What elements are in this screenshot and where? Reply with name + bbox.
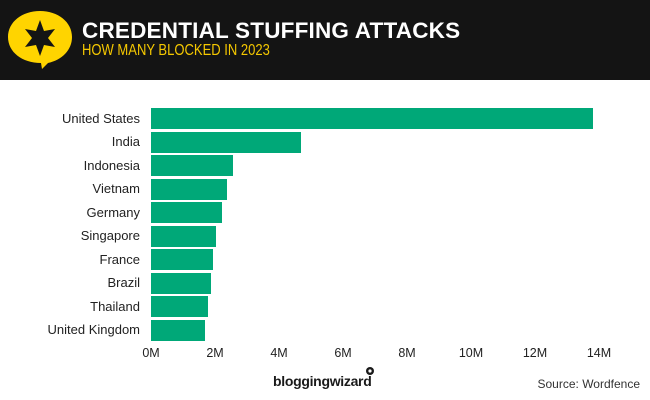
bar [151, 178, 228, 200]
category-label: Thailand [90, 298, 140, 314]
bar [151, 319, 206, 341]
brand-logo: bloggingwizard [273, 373, 372, 389]
x-tick-label: 14M [586, 346, 612, 360]
chart-subtitle: HOW MANY BLOCKED IN 2023 [82, 42, 270, 59]
category-label: France [99, 251, 140, 267]
x-tick-label: 12M [522, 346, 548, 360]
category-label: United Kingdom [47, 322, 141, 337]
bar [151, 225, 216, 247]
header: CREDENTIAL STUFFING ATTACKS HOW MANY BLO… [0, 0, 650, 80]
bar [151, 108, 593, 129]
category-label: Brazil [107, 275, 140, 290]
star-speech-bubble-icon [8, 11, 72, 69]
bar [151, 131, 302, 153]
bar [151, 155, 234, 176]
x-tick-label: 0M [142, 346, 160, 360]
chart-title: CREDENTIAL STUFFING ATTACKS [82, 18, 461, 43]
category-label: Singapore [80, 228, 140, 243]
x-tick-label: 8M [398, 346, 416, 360]
x-tick-label: 2M [206, 346, 224, 360]
bar [151, 272, 212, 294]
brand-star-icon [366, 367, 374, 375]
bar [151, 296, 208, 317]
x-tick-label: 4M [270, 346, 288, 360]
bar [151, 249, 214, 270]
category-label: Vietnam [92, 181, 140, 196]
bar [151, 202, 223, 223]
category-label: Indonesia [83, 157, 140, 173]
x-tick-label: 10M [458, 346, 484, 360]
category-label: Germany [86, 204, 140, 220]
source-note: Source: Wordfence [537, 377, 641, 391]
category-label: United States [61, 110, 140, 126]
category-label: India [111, 134, 140, 149]
x-tick-label: 6M [334, 346, 352, 360]
